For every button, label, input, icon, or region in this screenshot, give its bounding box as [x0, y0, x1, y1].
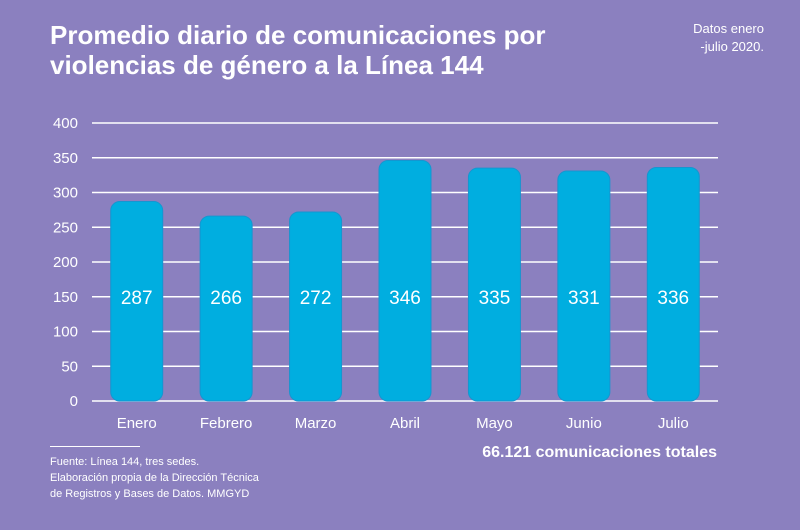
chart-title-line-2: violencias de género a la Línea 144: [50, 50, 484, 80]
date-note-line-1: Datos enero: [693, 21, 764, 36]
bar-value-label: 287: [121, 288, 153, 309]
bar-group: 331: [557, 170, 611, 402]
source-line-1: Fuente: Línea 144, tres sedes.: [50, 456, 200, 468]
y-tick-label: 200: [53, 254, 78, 271]
x-tick-label: Marzo: [295, 415, 337, 432]
bar-group: 335: [467, 167, 521, 402]
total-communications: 66.121 comunicaciones totales: [482, 444, 717, 461]
x-axis-labels: Enero Febrero Marzo Abril Mayo Junio Julio: [117, 415, 689, 432]
bar-value-label: 346: [389, 288, 421, 309]
source-note: Fuente: Línea 144, tres sedes. Elaboraci…: [50, 454, 259, 502]
bar-junio: [557, 170, 611, 402]
y-tick-label: 300: [53, 185, 78, 202]
bar-group: 287: [110, 201, 164, 402]
bar-group: 266: [199, 215, 253, 402]
bar-marzo: [289, 211, 343, 402]
y-tick-label: 150: [53, 289, 78, 306]
x-tick-label: Julio: [658, 415, 689, 432]
date-note: Datos enero -julio 2020.: [693, 20, 764, 56]
chart-title-line-1: Promedio diario de comunicaciones por: [50, 20, 546, 50]
bar-value-label: 272: [300, 288, 332, 309]
x-tick-label: Enero: [117, 415, 157, 432]
bar-group: 272: [289, 211, 343, 402]
bars: 287 266 272 346 335 331 336: [110, 160, 700, 402]
bar-julio: [646, 166, 700, 402]
x-tick-label: Junio: [566, 415, 602, 432]
x-tick-label: Mayo: [476, 415, 513, 432]
y-axis-ticks: 0 50 100 150 200 250 300 350 400: [53, 115, 78, 410]
bar-enero: [110, 201, 164, 402]
source-line-2: Elaboración propia de la Dirección Técni…: [50, 472, 259, 484]
source-divider: [50, 446, 140, 447]
y-tick-label: 400: [53, 115, 78, 132]
chart-title: Promedio diario de comunicaciones por vi…: [50, 20, 570, 80]
bar-value-label: 335: [479, 288, 511, 309]
y-tick-label: 50: [61, 358, 78, 375]
bar-mayo: [467, 167, 521, 402]
y-tick-label: 100: [53, 324, 78, 341]
y-tick-label: 0: [70, 393, 78, 410]
bar-value-label: 336: [657, 288, 689, 309]
bar-group: 346: [378, 160, 432, 402]
bar-abril: [378, 160, 432, 402]
bar-value-label: 331: [568, 288, 600, 309]
bar-group: 336: [646, 166, 700, 402]
x-tick-label: Febrero: [200, 415, 253, 432]
y-tick-label: 350: [53, 150, 78, 167]
y-tick-label: 250: [53, 219, 78, 236]
bar-value-label: 266: [210, 288, 242, 309]
x-tick-label: Abril: [390, 415, 420, 432]
bar-febrero: [199, 215, 253, 402]
source-line-3: de Registros y Bases de Datos. MMGYD: [50, 488, 250, 500]
date-note-line-2: -julio 2020.: [700, 39, 764, 54]
